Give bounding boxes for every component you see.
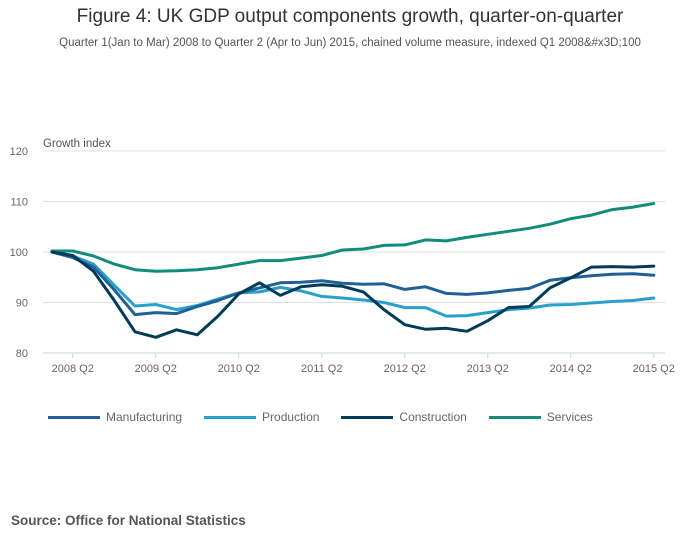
legend-item-manufacturing[interactable]: Manufacturing bbox=[48, 410, 182, 424]
x-tick-label: 2011 Q2 bbox=[301, 363, 342, 375]
y-tick-label: 120 bbox=[10, 146, 28, 158]
x-tick-label: 2015 Q2 bbox=[633, 363, 675, 375]
legend-swatch bbox=[204, 415, 257, 419]
legend-item-services[interactable]: Services bbox=[488, 410, 593, 424]
series-line-services bbox=[50, 202, 656, 273]
y-tick-label: 110 bbox=[10, 197, 28, 209]
x-tick-label: 2013 Q2 bbox=[467, 363, 509, 375]
y-tick-label: 100 bbox=[10, 247, 28, 259]
legend-label: Services bbox=[546, 410, 593, 424]
legend-item-construction[interactable]: Construction bbox=[341, 410, 467, 424]
legend-swatch bbox=[341, 415, 394, 419]
chart-title: Figure 4: UK GDP output components growt… bbox=[76, 6, 624, 27]
legend-label: Construction bbox=[399, 410, 467, 424]
legend-label: Manufacturing bbox=[106, 410, 183, 424]
x-tick-label: 2009 Q2 bbox=[135, 363, 177, 375]
x-axis: 2008 Q2 2009 Q2 2010 Q2 2011 Q2 2012 Q2 2013 … bbox=[43, 352, 675, 375]
x-tick-label: 2014 Q2 bbox=[550, 363, 592, 375]
series-lines bbox=[50, 202, 656, 339]
source-note: Source: Office for National Statistics bbox=[11, 513, 246, 528]
series-line-production bbox=[50, 250, 656, 318]
legend-item-production[interactable]: Production bbox=[204, 410, 319, 424]
legend-swatch bbox=[48, 415, 100, 419]
series-line-construction bbox=[50, 250, 656, 339]
gridlines bbox=[43, 150, 665, 303]
legend-swatch bbox=[488, 415, 541, 419]
x-tick-label: 2008 Q2 bbox=[52, 363, 94, 375]
line-chart: 80 90 100 110 120 2008 Q2 2009 Q2 2010 Q2 2011 … bbox=[10, 138, 675, 375]
y-axis-label: Growth index bbox=[43, 138, 111, 150]
legend: Manufacturing Production Construction Servi… bbox=[48, 408, 615, 426]
x-tick-label: 2010 Q2 bbox=[218, 363, 260, 375]
y-tick-label: 90 bbox=[16, 298, 28, 310]
x-tick-label: 2012 Q2 bbox=[384, 363, 426, 375]
y-axis: 80 90 100 110 120 bbox=[10, 146, 28, 360]
series-line-manufacturing bbox=[50, 250, 656, 317]
y-tick-label: 80 bbox=[16, 348, 28, 360]
legend-label: Production bbox=[262, 410, 320, 424]
chart-subtitle: Quarter 1(Jan to Mar) 2008 to Quarter 2 … bbox=[59, 37, 641, 49]
